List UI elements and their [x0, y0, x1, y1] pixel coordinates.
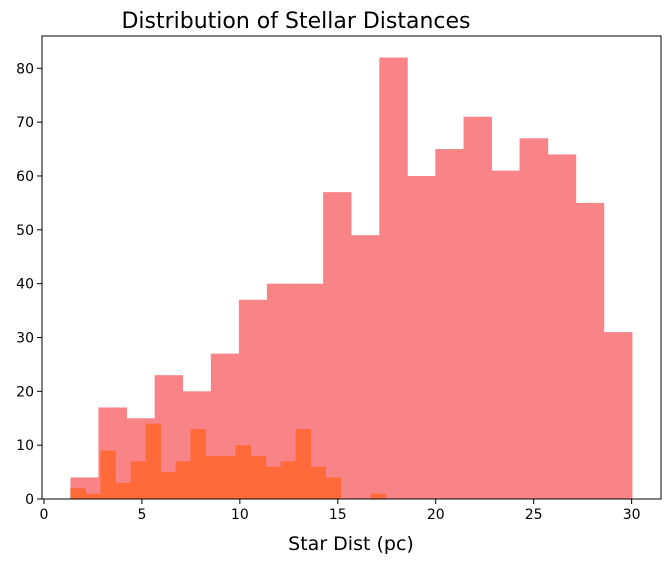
- x-tick-label: 5: [137, 507, 146, 523]
- histogram-bar-series-2: [310, 466, 327, 499]
- histogram-bar-series-1: [323, 192, 352, 499]
- axes: 0 5 10 15 20 25 30 0 10 20 30 40 50 60 70 80: [16, 35, 662, 523]
- histogram-bar-series-2: [85, 493, 101, 499]
- histogram-bar-series-2: [175, 461, 191, 499]
- y-tick-label: 30: [16, 330, 34, 346]
- x-tick-label: 0: [39, 507, 48, 523]
- histogram-bar-series-2: [160, 472, 176, 499]
- histogram-bar-series-1: [463, 116, 492, 500]
- y-tick-label: 60: [16, 169, 34, 185]
- histogram-bar-series-2: [130, 461, 146, 499]
- histogram-bar-series-2: [325, 477, 342, 499]
- histogram-bar-series-2: [295, 429, 312, 499]
- y-tick-label: 0: [25, 492, 34, 508]
- x-tick-label: 30: [623, 507, 641, 523]
- histogram-bar-series-2: [265, 466, 281, 499]
- y-tick-label: 10: [16, 438, 34, 454]
- histogram-bar-series-1: [547, 154, 577, 499]
- y-tick-label: 70: [16, 115, 34, 131]
- histogram-bar-series-1: [603, 332, 633, 499]
- histogram-bar-series-1: [351, 235, 380, 499]
- histogram-bar-series-2: [370, 493, 387, 499]
- x-tick-label: 10: [231, 507, 249, 523]
- histogram-bar-series-2: [115, 482, 131, 499]
- x-tick-label: 15: [329, 507, 347, 523]
- histogram-bar-series-2: [205, 455, 222, 499]
- histogram-bars: [70, 57, 633, 500]
- y-tick-label: 20: [16, 384, 34, 400]
- histogram-bar-series-2: [220, 455, 236, 499]
- histogram-bar-series-1: [435, 149, 464, 499]
- histogram-bar-series-1: [407, 175, 436, 499]
- histogram-bar-series-1: [519, 138, 549, 499]
- histogram-bar-series-2: [235, 445, 252, 499]
- plot-frame: [41, 35, 662, 500]
- chart-title: Distribution of Stellar Distances: [121, 9, 470, 34]
- histogram-bar-series-2: [100, 450, 116, 499]
- histogram-bar-series-1: [491, 170, 520, 499]
- histogram-bar-series-2: [250, 455, 267, 499]
- y-tick-label: 40: [16, 277, 34, 293]
- histogram-bar-series-2: [190, 429, 206, 499]
- y-tick-label: 80: [16, 61, 34, 77]
- x-axis-label: Star Dist (pc): [288, 533, 414, 555]
- histogram-bar-series-2: [145, 423, 161, 499]
- histogram-bar-series-1: [379, 57, 408, 500]
- histogram-bar-series-1: [575, 202, 605, 499]
- histogram-bar-series-2: [70, 488, 86, 499]
- x-tick-label: 20: [427, 507, 445, 523]
- y-tick-label: 50: [16, 223, 34, 239]
- x-tick-label: 25: [525, 507, 543, 523]
- histogram-bar-series-2: [280, 461, 297, 499]
